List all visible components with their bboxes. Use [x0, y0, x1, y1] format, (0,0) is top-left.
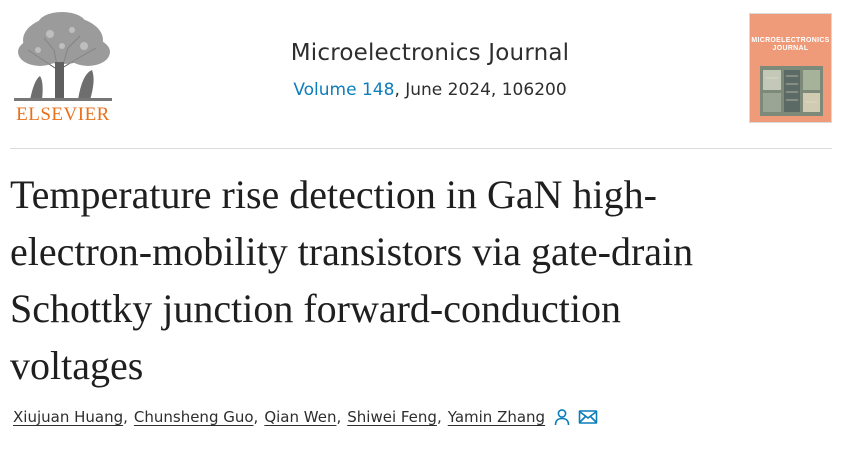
author-link[interactable]: Yamin Zhang: [447, 408, 546, 426]
tree-icon: [14, 12, 112, 101]
volume-link[interactable]: Volume 148: [293, 80, 395, 100]
author-link[interactable]: Xiujuan Huang: [13, 408, 124, 426]
journal-info: Microelectronics Journal Volume 148, Jun…: [200, 40, 660, 100]
article-title: Temperature rise detection in GaN high- …: [10, 166, 840, 394]
cover-chip-image: [760, 66, 823, 116]
author-list: Xiujuan Huang, Chunsheng Guo, Qian Wen, …: [13, 404, 598, 430]
title-line-4: voltages: [10, 343, 144, 388]
author-link[interactable]: Chunsheng Guo: [133, 408, 254, 426]
journal-cover[interactable]: MICROELECTRONICS JOURNAL: [749, 13, 832, 123]
mail-icon[interactable]: [578, 409, 598, 425]
title-line-3: Schottky junction forward-conduction: [10, 286, 621, 331]
journal-title-link[interactable]: Microelectronics Journal: [290, 40, 570, 66]
author-link[interactable]: Qian Wen: [264, 408, 337, 426]
elsevier-logo[interactable]: ELSEVIER: [10, 10, 116, 126]
issue-line: Volume 148, June 2024, 106200: [200, 80, 660, 100]
title-line-2: electron-mobility transistors via gate-d…: [10, 229, 694, 274]
title-line-1: Temperature rise detection in GaN high-: [10, 172, 657, 217]
author-separator: ,: [336, 408, 342, 426]
publisher-name: ELSEVIER: [16, 104, 110, 125]
author-separator: ,: [253, 408, 259, 426]
issue-details: , June 2024, 106200: [394, 80, 567, 100]
person-icon[interactable]: [554, 408, 570, 426]
journal-header: ELSEVIER Microelectronics Journal Volume…: [0, 0, 861, 150]
cover-title: MICROELECTRONICS JOURNAL: [750, 37, 831, 53]
author-separator: ,: [123, 408, 128, 426]
cover-title-line2: JOURNAL: [772, 45, 809, 52]
cover-title-line1: MICROELECTRONICS: [751, 37, 830, 44]
header-divider: [10, 148, 832, 149]
author-link[interactable]: Shiwei Feng: [347, 408, 437, 426]
author-separator: ,: [436, 408, 442, 426]
